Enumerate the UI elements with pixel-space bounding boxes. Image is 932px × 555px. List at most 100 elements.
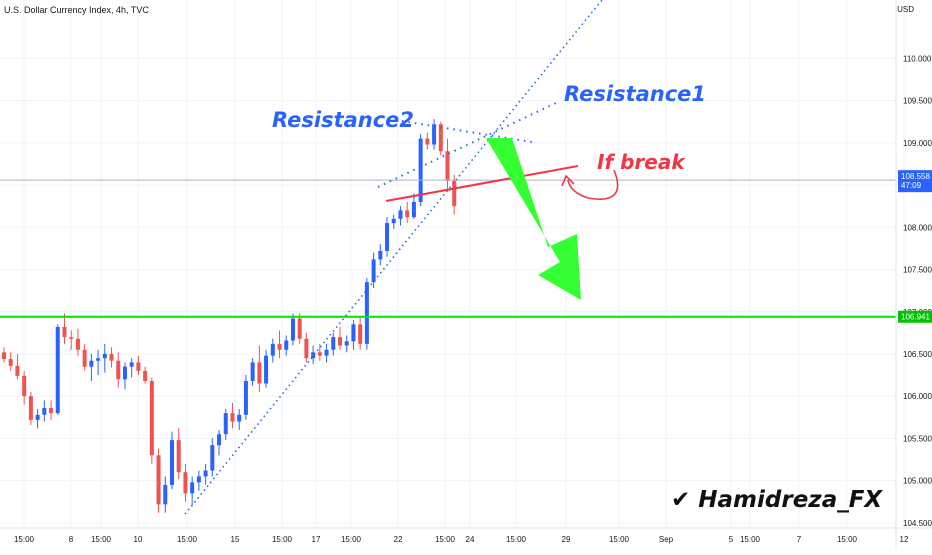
x-tick-label: 15:00: [272, 535, 293, 544]
x-tick-label: 17: [312, 535, 321, 544]
candle-body: [237, 414, 242, 422]
candle-body: [351, 324, 356, 342]
candle-body: [156, 455, 161, 505]
countdown-label: 47:09: [901, 181, 922, 190]
y-tick-label: 105.500: [903, 434, 932, 443]
candle-body: [411, 201, 416, 218]
candle-body: [82, 349, 87, 367]
candle-body: [210, 445, 215, 471]
candle-body: [445, 151, 450, 181]
x-tick-label: 15:00: [837, 535, 858, 544]
candle-body: [331, 337, 336, 350]
candle-body: [196, 476, 201, 483]
candle-body: [170, 440, 174, 485]
x-tick-label: 15:00: [435, 535, 456, 544]
candle-body: [75, 338, 80, 350]
x-tick-label: 15: [231, 535, 240, 544]
candle-body: [116, 360, 121, 380]
candle-body: [432, 124, 437, 145]
candle-body: [102, 353, 107, 359]
candle-body: [364, 282, 369, 344]
author-watermark: ✔ Hamidreza_FX: [671, 487, 882, 513]
candle-body: [176, 440, 181, 473]
y-tick-label: 109.000: [903, 139, 932, 148]
x-tick-label: Sep: [659, 535, 674, 544]
curve-arrow-head: [561, 174, 575, 187]
candle-body: [122, 366, 127, 380]
candle-body: [55, 326, 60, 414]
down-arrow: [486, 138, 581, 300]
candle-body: [42, 408, 47, 415]
candle-body: [250, 362, 255, 382]
candle-body: [109, 353, 114, 361]
candle-body: [203, 470, 208, 477]
candle-body: [2, 352, 6, 360]
x-tick-label: 12: [900, 535, 909, 544]
y-tick-label: 105.000: [903, 477, 932, 486]
candle-body: [317, 352, 322, 356]
candle-body: [425, 138, 430, 145]
if-break-label: If break: [597, 150, 686, 174]
candle-body: [190, 482, 195, 494]
curve-arrow: [567, 169, 619, 200]
y-tick-label: 106.500: [903, 350, 932, 359]
candle-body: [143, 370, 148, 382]
candle-body: [311, 352, 316, 359]
x-tick-label: 15:00: [177, 535, 198, 544]
y-tick-label: 106.000: [903, 392, 932, 401]
x-tick-label: 7: [797, 535, 802, 544]
candle-body: [8, 359, 13, 366]
last-price-box: [898, 170, 932, 193]
x-tick-label: 5: [729, 535, 734, 544]
candle-body: [277, 343, 282, 350]
resistance1-label: Resistance1: [564, 82, 706, 106]
currency-label: USD: [897, 5, 914, 14]
candle-body: [290, 318, 295, 341]
candle-body: [62, 326, 67, 338]
candle-body: [452, 180, 457, 207]
y-tick-label: 110.000: [903, 54, 932, 63]
candle-body: [136, 362, 141, 371]
candle-body: [129, 362, 134, 367]
candle-body: [391, 218, 396, 224]
trendline: [184, 0, 603, 515]
candle-body: [385, 223, 390, 251]
y-tick-label: 109.500: [903, 97, 932, 106]
candles: [2, 119, 457, 513]
candle-body: [15, 365, 20, 376]
x-tick-label: 15:00: [341, 535, 362, 544]
symbol-header: U.S. Dollar Currency Index, 4h, TVC: [4, 5, 149, 15]
candle-body: [35, 414, 40, 420]
check-icon: ✔: [671, 487, 691, 513]
x-tick-label: 8: [69, 535, 74, 544]
break-line: [385, 165, 579, 202]
x-tick-label: 15:00: [14, 535, 35, 544]
x-tick-label: 15:00: [506, 535, 527, 544]
candle-body: [257, 362, 262, 384]
resistance2-label: Resistance2: [272, 108, 414, 132]
candle-body: [217, 434, 222, 446]
y-tick-label: 104.500: [903, 519, 932, 528]
grid: [0, 0, 905, 528]
support-price-box: [898, 310, 932, 323]
x-tick-label: 10: [134, 535, 143, 544]
support-price-label: 106.941: [901, 313, 930, 322]
candle-body: [304, 338, 309, 359]
candle-body: [149, 381, 154, 456]
candle-body: [378, 250, 383, 260]
candle-body: [284, 340, 289, 350]
candle-body: [243, 381, 248, 415]
y-tick-label: 108.000: [903, 223, 932, 232]
x-tick-label: 24: [466, 535, 475, 544]
candle-body: [297, 318, 302, 339]
drawings: Resistance2 Resistance1 If break: [0, 0, 896, 515]
candle-body: [89, 360, 94, 367]
y-tick-label: 107.500: [903, 266, 932, 275]
candle-body: [398, 210, 403, 219]
x-tick-label: 15:00: [609, 535, 630, 544]
x-tick-label: 15:00: [740, 535, 761, 544]
resistance1-line: [377, 101, 559, 188]
author-name: Hamidreza_FX: [698, 487, 883, 513]
